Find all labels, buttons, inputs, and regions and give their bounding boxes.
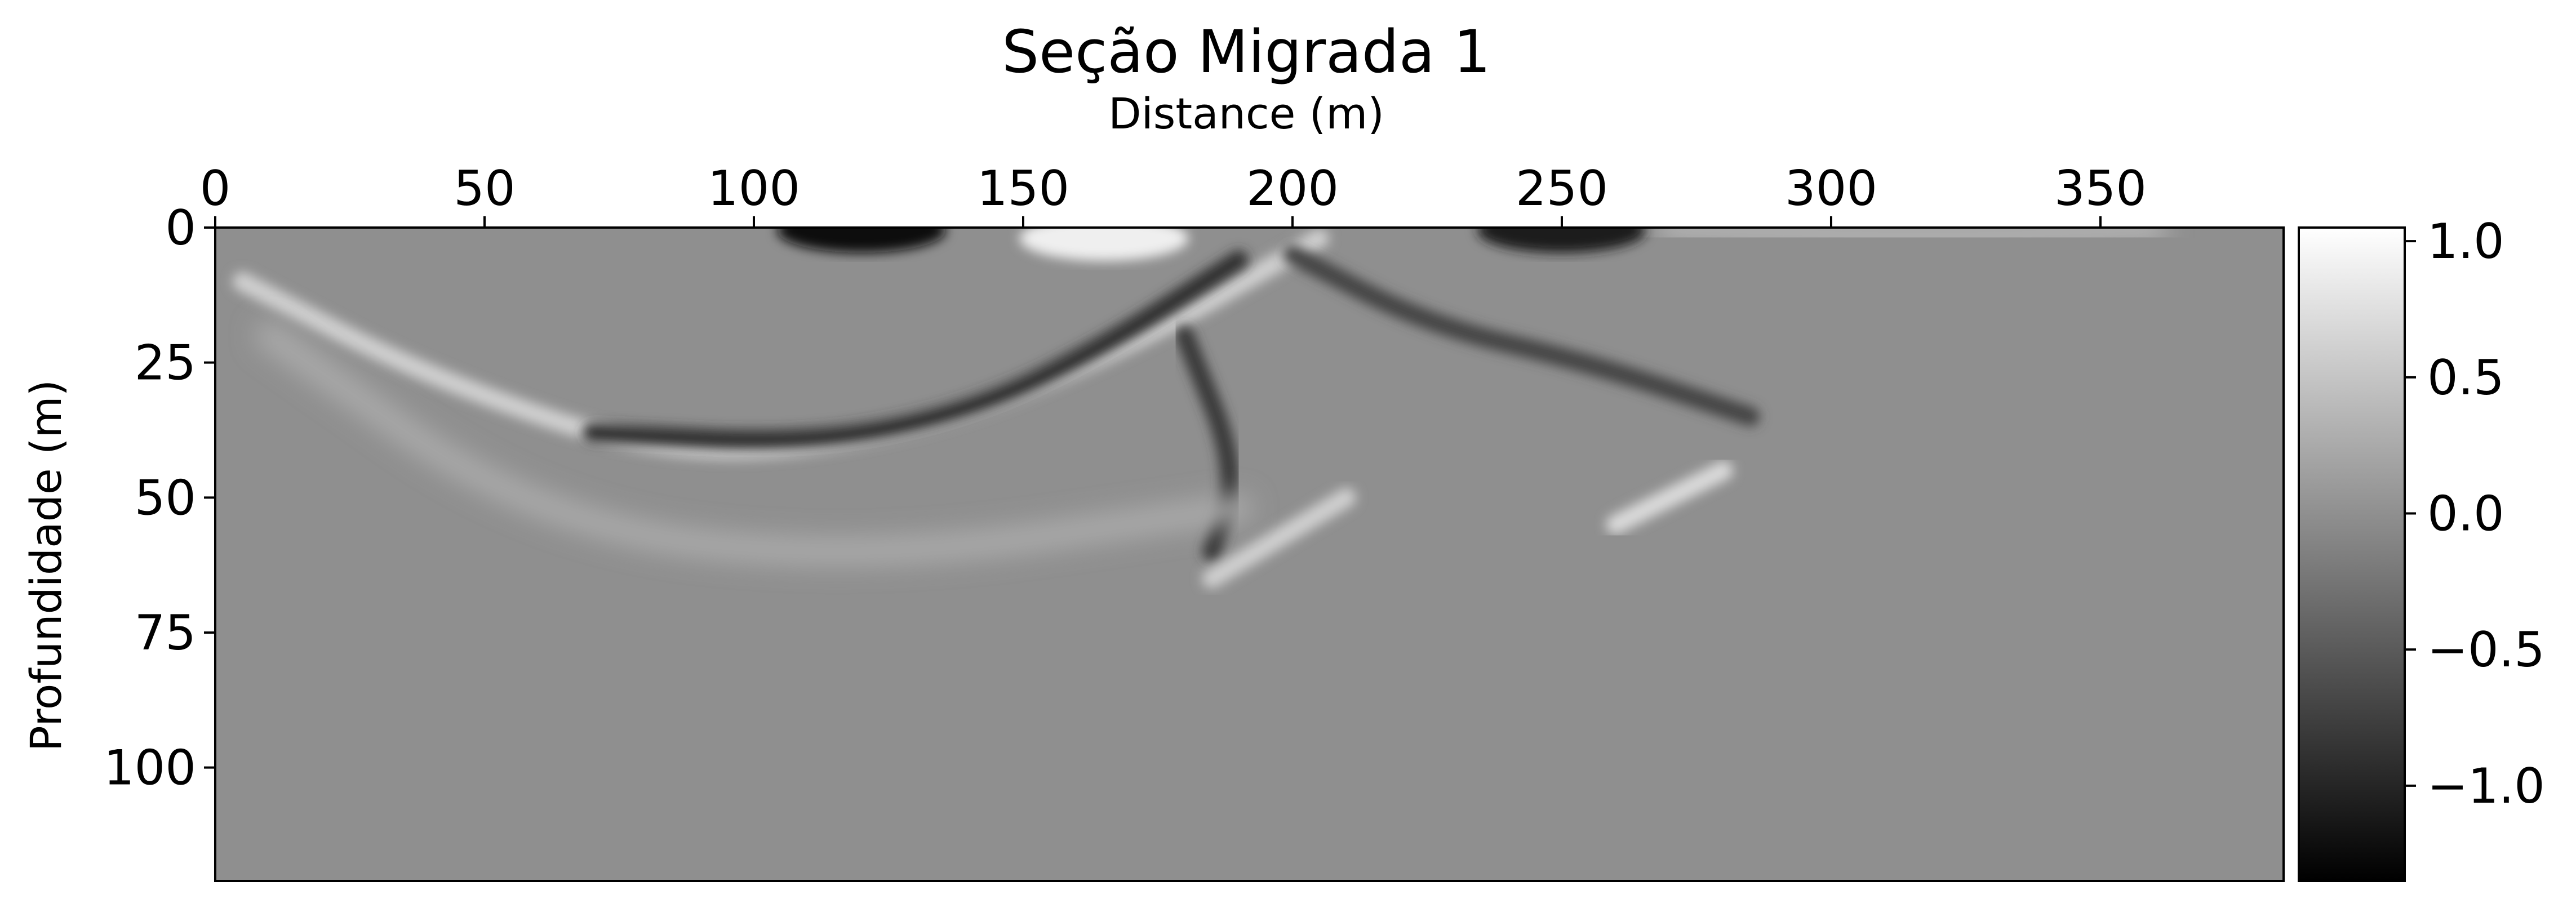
heatmap-feature-reflector bbox=[1606, 461, 1733, 535]
heatmap-feature-reflector bbox=[1202, 488, 1356, 589]
colorbar: 1.0 0.5 0.0 −0.5 −1.0 bbox=[2298, 213, 2545, 882]
heatmap-feature-blob bbox=[1019, 228, 1189, 261]
x-axis-ticks: 0 50 100 150 200 250 300 350 bbox=[200, 161, 2147, 228]
y-tick-label: 50 bbox=[135, 470, 196, 526]
y-tick-label: 75 bbox=[135, 605, 196, 661]
colorbar-tick-label: 1.0 bbox=[2427, 213, 2504, 270]
heatmap-feature-reflector bbox=[1656, 228, 2168, 250]
y-tick-label: 25 bbox=[135, 335, 196, 391]
chart-title: Seção Migrada 1 bbox=[1002, 17, 1491, 86]
heatmap-features bbox=[232, 228, 2168, 589]
x-tick-label: 50 bbox=[454, 161, 515, 217]
colorbar-gradient bbox=[2299, 228, 2405, 881]
colorbar-ticks: 1.0 0.5 0.0 −0.5 −1.0 bbox=[2405, 213, 2545, 814]
y-axis-ticks: 0 25 50 75 100 bbox=[104, 200, 215, 796]
x-tick-label: 250 bbox=[1516, 161, 1608, 217]
x-tick-label: 150 bbox=[977, 161, 1069, 217]
x-tick-label: 0 bbox=[200, 161, 231, 217]
heatmap-feature-reflector bbox=[1282, 244, 1760, 426]
colorbar-tick-label: 0.0 bbox=[2427, 486, 2504, 542]
x-tick-label: 350 bbox=[2054, 161, 2147, 217]
x-tick-label: 100 bbox=[708, 161, 800, 217]
colorbar-tick-label: −0.5 bbox=[2427, 622, 2545, 678]
x-axis-label: Distance (m) bbox=[1108, 88, 1384, 139]
heatmap-feature-blob bbox=[1477, 228, 1646, 253]
heatmap-feature-reflector bbox=[1175, 326, 1240, 562]
x-tick-label: 200 bbox=[1246, 161, 1339, 217]
colorbar-frame bbox=[2298, 226, 2406, 882]
heatmap-plot-area bbox=[214, 226, 2285, 882]
heatmap-feature-reflector bbox=[255, 322, 1253, 565]
y-tick-label: 0 bbox=[165, 200, 196, 256]
colorbar-tick-label: −1.0 bbox=[2427, 758, 2545, 814]
heatmap-feature-blob bbox=[777, 228, 947, 253]
plot-frame bbox=[214, 226, 2285, 882]
y-axis-label: Profundidade (m) bbox=[21, 380, 71, 751]
x-tick-label: 300 bbox=[1785, 161, 1877, 217]
colorbar-tick-label: 0.5 bbox=[2427, 350, 2504, 406]
y-tick-label: 100 bbox=[104, 740, 196, 796]
heatmap-feature-reflector bbox=[583, 250, 1249, 449]
